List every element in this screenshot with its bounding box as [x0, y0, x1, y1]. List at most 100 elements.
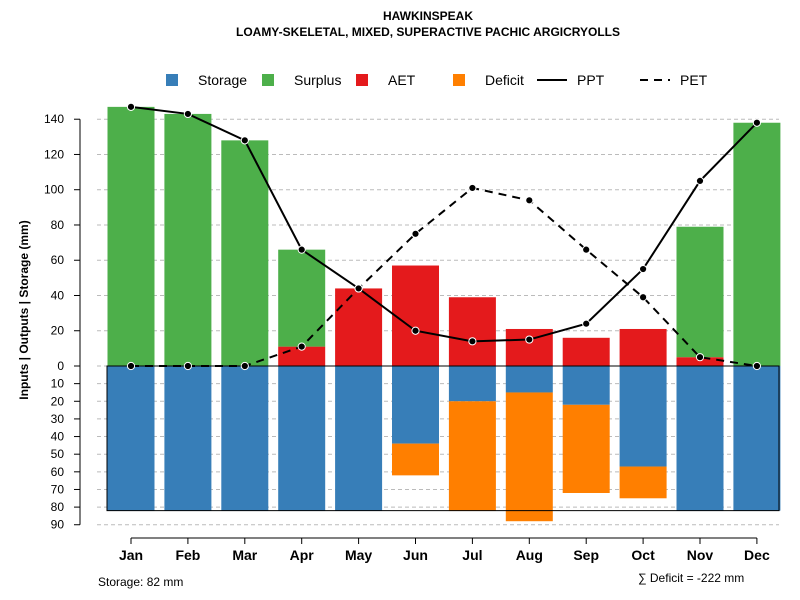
legend-swatch-deficit [453, 74, 465, 86]
y-tick-label: 90 [51, 518, 65, 532]
y-tick-label: 140 [44, 112, 64, 126]
ppt-point-feb [183, 109, 192, 119]
bar-storage-jul [448, 366, 496, 402]
legend-label-deficit: Deficit [485, 72, 524, 88]
pet-point-jul [468, 183, 477, 193]
y-tick-label: 60 [51, 253, 65, 267]
pet-point-apr [297, 342, 306, 351]
bar-storage-mar [221, 366, 269, 511]
plot-frame [106, 365, 780, 512]
bar-storage-feb [164, 366, 212, 511]
ppt-line [130, 105, 758, 343]
bar-storage-oct [619, 366, 667, 467]
bar-deficit-oct [619, 466, 667, 499]
legend-label-surplus: Surplus [294, 72, 341, 88]
pet-point-jan [126, 361, 136, 371]
pet-point-jun [411, 229, 420, 238]
y-tick-label: 80 [51, 218, 65, 232]
ppt-point-oct [639, 264, 648, 274]
bar-storage-dec [733, 366, 781, 511]
legend-swatch-surplus [262, 74, 274, 86]
pet-point-nov [695, 353, 705, 362]
x-tick-label-jun: Jun [403, 547, 428, 563]
x-tick-label-jan: Jan [119, 547, 143, 563]
y-tick-label: 100 [44, 183, 64, 197]
legend-label-storage: Storage [198, 72, 247, 88]
ppt-point-sep [582, 319, 591, 328]
y-tick-label: 10 [51, 377, 65, 391]
bar-storage-aug [505, 366, 553, 393]
x-tick-label-mar: Mar [232, 547, 257, 563]
x-tick-label-sep: Sep [573, 547, 599, 563]
legend-label-aet: AET [388, 72, 416, 88]
pet-point-feb [183, 361, 192, 371]
x-tick-label-oct: Oct [631, 547, 655, 563]
y-tick-label: 80 [51, 500, 65, 514]
y-tick-label: 70 [51, 482, 65, 496]
x-tick-label-may: May [345, 547, 372, 563]
x-tick-label-aug: Aug [516, 547, 543, 563]
legend-swatch-storage [166, 74, 178, 86]
bar-aet-sep [562, 337, 610, 366]
bar-storage-apr [278, 366, 326, 511]
ppt-point-apr [297, 245, 306, 254]
deficit-note: ∑ Deficit = -222 mm [638, 571, 745, 585]
bar-deficit-jul [448, 401, 496, 511]
x-tick-label-nov: Nov [687, 547, 714, 563]
y-tick-label: 40 [51, 288, 65, 302]
y-tick-label: 20 [51, 394, 65, 408]
pet-point-may [354, 284, 363, 293]
ppt-point-jun [411, 326, 420, 335]
bar-aet-may [335, 288, 383, 366]
bar-surplus-dec [733, 122, 781, 366]
y-tick-label: 30 [51, 412, 65, 426]
x-tick-label-feb: Feb [175, 547, 200, 563]
x-tick-label-dec: Dec [744, 547, 770, 563]
legend-label-pet: PET [680, 72, 708, 88]
legend: Storage Surplus AET Deficit PPT PET [166, 72, 708, 88]
pet-point-dec [752, 361, 762, 371]
y-tick-label: 60 [51, 465, 65, 479]
bar-surplus-jan [107, 106, 155, 366]
bar-storage-may [335, 366, 383, 511]
legend-swatch-aet [356, 74, 368, 86]
chart-title: HAWKINSPEAK [383, 9, 473, 23]
bar-deficit-aug [505, 392, 553, 522]
y-tick-label: 50 [51, 447, 65, 461]
ppt-point-mar [240, 136, 249, 145]
storage-note: Storage: 82 mm [98, 575, 184, 589]
ppt-point-dec [752, 118, 762, 127]
bar-storage-jan [107, 366, 155, 511]
axes: 0 20 40 60 80 100 120 140 10 20 30 40 50 60 70 80 90 Jan F… [44, 112, 770, 563]
y-tick-label: 20 [51, 324, 65, 338]
x-tick-label-jul: Jul [462, 547, 482, 563]
bar-storage-nov [676, 366, 724, 511]
bar-aet-oct [619, 328, 667, 366]
series-lines [126, 102, 762, 371]
pet-line [131, 186, 758, 367]
bar-aet-jun [392, 265, 439, 366]
pet-point-oct [639, 293, 648, 302]
pet-point-sep [582, 245, 591, 254]
bar-aet-jul [448, 297, 496, 366]
bars [107, 106, 781, 522]
bar-storage-jun [392, 366, 439, 444]
bar-storage-sep [562, 366, 610, 405]
y-axis-label: Inputs | Outputs | Storage (mm) [17, 220, 31, 399]
y-tick-label: 0 [57, 359, 64, 373]
pet-point-aug [525, 196, 534, 205]
bar-aet-nov [676, 357, 724, 366]
ppt-point-jan [126, 102, 136, 111]
ppt-point-jul [468, 337, 477, 346]
chart-subtitle: LOAMY-SKELETAL, MIXED, SUPERACTIVE PACHI… [236, 25, 620, 39]
bar-surplus-nov [676, 226, 724, 358]
x-tick-label-apr: Apr [290, 547, 315, 563]
bar-deficit-sep [562, 404, 610, 493]
bar-surplus-feb [164, 113, 212, 366]
legend-label-ppt: PPT [577, 72, 605, 88]
ppt-point-nov [695, 176, 705, 186]
bar-deficit-jun [392, 443, 439, 476]
y-tick-label: 120 [44, 147, 64, 161]
bar-surplus-apr [278, 249, 326, 347]
